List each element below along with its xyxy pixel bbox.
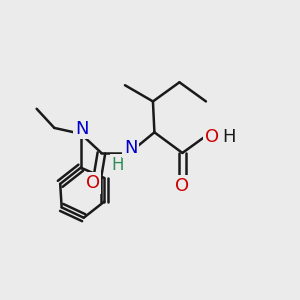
Text: O: O <box>85 174 100 192</box>
Text: O: O <box>205 128 219 146</box>
Text: N: N <box>124 139 138 157</box>
Text: H: H <box>223 128 236 146</box>
Text: H: H <box>111 156 124 174</box>
Text: O: O <box>175 177 190 195</box>
Text: N: N <box>75 119 88 137</box>
